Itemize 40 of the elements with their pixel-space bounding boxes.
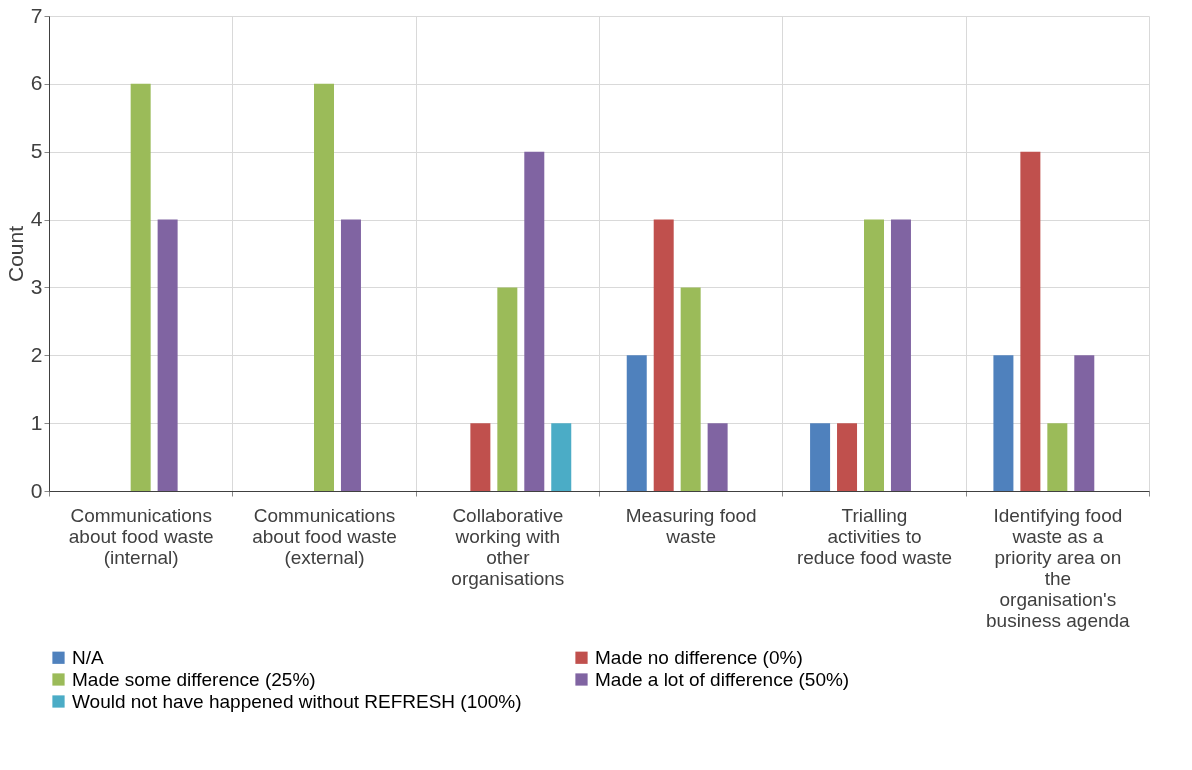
bar [653, 219, 674, 491]
bar [680, 287, 701, 491]
y-tick-label: 1 [30, 410, 43, 434]
bar [993, 355, 1014, 491]
bar [524, 151, 545, 491]
legend-label: Made some difference (25%) [72, 668, 316, 690]
y-tick-label: 5 [30, 139, 43, 163]
x-tick-label: Measuring food waste [625, 504, 757, 547]
bar [626, 355, 647, 491]
x-tick-label: Identifying food waste as a priority area on the organisation's business agenda [986, 504, 1131, 631]
legend-label: Would not have happened without REFRESH (100%) [72, 690, 522, 712]
bar [1047, 423, 1068, 491]
bar [890, 219, 911, 491]
y-tick-label: 6 [30, 71, 43, 95]
bar [314, 83, 334, 491]
y-tick-label: 4 [30, 207, 43, 231]
y-axis-title: Count [3, 225, 27, 283]
x-tick-label: Communications about food waste (internal) [68, 504, 214, 568]
y-tick-label: 7 [30, 3, 43, 27]
x-tick-label: Communications about food waste (external) [252, 504, 397, 568]
y-tick-label: 0 [30, 478, 43, 502]
legend-label: Made no difference (0%) [595, 646, 803, 668]
bar [130, 83, 151, 491]
bar [340, 219, 361, 491]
bar [497, 287, 518, 491]
x-tick-label: Trialling activities to reduce food waste [796, 504, 953, 568]
bar [470, 423, 491, 491]
bar [707, 423, 728, 491]
bar [157, 219, 178, 491]
bar [810, 423, 831, 491]
y-tick-label: 3 [30, 274, 43, 298]
bar [551, 423, 572, 491]
legend-label: N/A [72, 646, 104, 668]
x-tick-label: Collaborative working with other organisations [451, 504, 565, 589]
bar [837, 423, 858, 491]
bar [1074, 355, 1095, 491]
y-tick-label: 2 [30, 342, 43, 366]
bar [864, 219, 884, 491]
legend-label: Made a lot of difference (50%) [595, 668, 850, 690]
bar [1020, 151, 1041, 491]
